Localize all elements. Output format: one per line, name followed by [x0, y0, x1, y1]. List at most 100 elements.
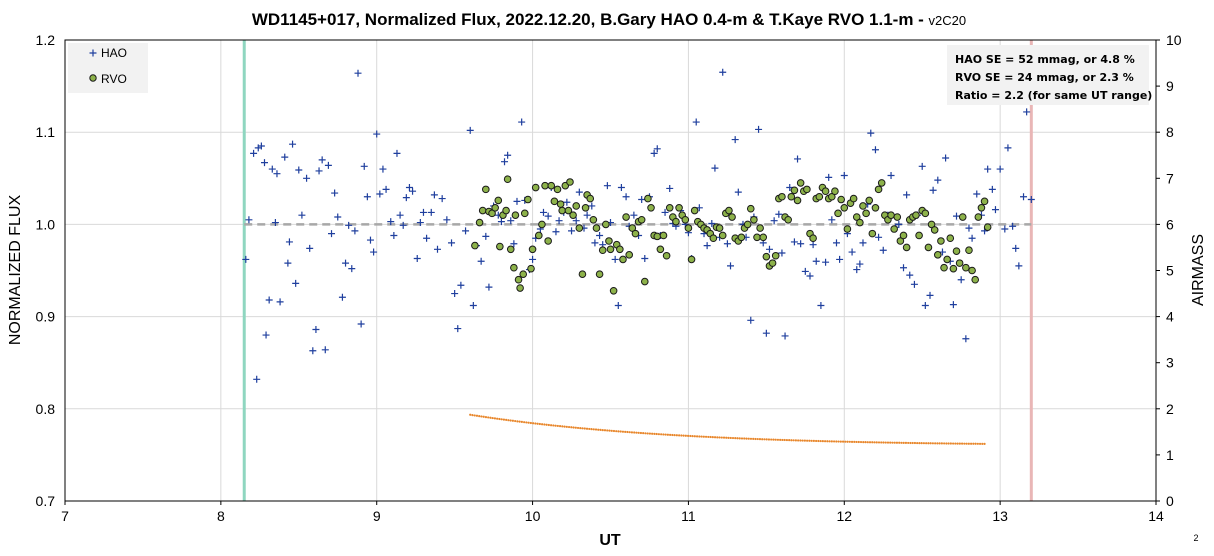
hao-point [430, 191, 438, 199]
hao-point [271, 219, 279, 227]
hao-point [497, 218, 505, 226]
rvo-point [753, 233, 761, 242]
rvo-point [524, 195, 532, 204]
rvo-point [564, 206, 573, 215]
rvo-point [527, 264, 535, 273]
rvo-point [874, 185, 883, 194]
airmass-point [918, 441, 921, 445]
legend: HAO RVO [68, 43, 148, 93]
airmass-point [491, 416, 494, 420]
hao-point [778, 249, 786, 257]
x-tick-label: 11 [681, 508, 696, 524]
airmass-point [626, 430, 629, 434]
hao-point [328, 230, 336, 238]
airmass-point [545, 423, 548, 426]
airmass-point [940, 442, 943, 445]
airmass-point [774, 438, 777, 441]
chart-title: WD1145+017, Normalized Flux, 2022.12.20,… [252, 10, 966, 29]
airmass-point [799, 439, 802, 442]
hao-point [242, 255, 250, 263]
rvo-point [519, 270, 528, 278]
rvo-point [849, 194, 858, 203]
hao-point [379, 165, 387, 173]
rvo-point [491, 204, 499, 212]
rvo-point [637, 215, 646, 224]
hao-point [552, 228, 560, 236]
airmass-point [473, 414, 476, 417]
rvo-point [927, 220, 936, 229]
hao-point [443, 216, 451, 224]
airmass-point [520, 420, 523, 423]
y-axis-label: NORMALIZED FLUX [7, 195, 24, 346]
hao-point [413, 255, 421, 263]
hao-point [292, 279, 300, 287]
y-tick-label: 1.0 [36, 216, 56, 232]
airmass-point [916, 441, 919, 445]
y-tick-label: 1.1 [36, 124, 56, 140]
hao-point [409, 187, 417, 195]
rvo-point [828, 192, 836, 201]
hao-point [622, 193, 630, 201]
airmass-point [565, 425, 568, 428]
chart-title-version: v2C20 [929, 13, 967, 28]
hao-point [692, 118, 700, 126]
airmass-point [877, 441, 881, 444]
rvo-point [887, 211, 895, 219]
rvo-point [644, 194, 652, 203]
hao-point [393, 149, 401, 157]
airmass-point [794, 439, 797, 442]
hao-point [711, 164, 719, 172]
rvo-point [934, 251, 942, 259]
rvo-point [831, 187, 839, 196]
hao-point [507, 217, 515, 225]
y-tick-label: 0.9 [36, 309, 56, 325]
airmass-point [859, 440, 863, 444]
airmass-point [574, 426, 577, 429]
rvo-point [843, 225, 852, 233]
hao-point [354, 69, 362, 77]
rvo-point [803, 185, 811, 194]
rvo-point [625, 251, 634, 259]
hao-point [747, 316, 755, 324]
hao-point [801, 267, 809, 275]
hao-point [641, 255, 649, 263]
airmass-point [669, 433, 672, 436]
airmass-point [469, 413, 472, 416]
airmass-point [790, 439, 793, 442]
airmass-point [871, 441, 874, 444]
hao-point [1009, 222, 1017, 230]
hao-point [373, 130, 381, 138]
hao-point [723, 240, 731, 248]
rvo-point [762, 252, 771, 261]
airmass-point [810, 439, 813, 442]
airmass-point [893, 441, 896, 444]
airmass-point [536, 422, 539, 425]
airmass-point [884, 441, 887, 444]
rvo-point [924, 243, 933, 252]
rvo-point [553, 185, 562, 194]
rvo-point [503, 175, 512, 184]
rvo-point [541, 181, 549, 190]
airmass-point [556, 424, 559, 428]
airmass-point [770, 438, 773, 441]
rvo-point [592, 224, 601, 232]
rvo-point [725, 206, 733, 215]
airmass-point [700, 435, 703, 438]
y2-tick-label: 2 [1166, 401, 1174, 417]
rvo-point [502, 206, 510, 215]
hao-point [563, 198, 571, 206]
airmass-point [478, 415, 481, 418]
hao-point [790, 238, 798, 246]
hao-point [438, 195, 446, 203]
airmass-point [911, 441, 914, 445]
hao-point [984, 165, 992, 173]
rvo-point [977, 204, 986, 212]
rvo-point [556, 200, 565, 208]
rvo-point [852, 213, 861, 221]
rvo-point [544, 237, 552, 245]
hao-point [568, 227, 576, 235]
hao-point [457, 281, 465, 289]
rvo-point [528, 245, 537, 254]
airmass-point [540, 423, 544, 426]
airmass-point [767, 438, 771, 441]
